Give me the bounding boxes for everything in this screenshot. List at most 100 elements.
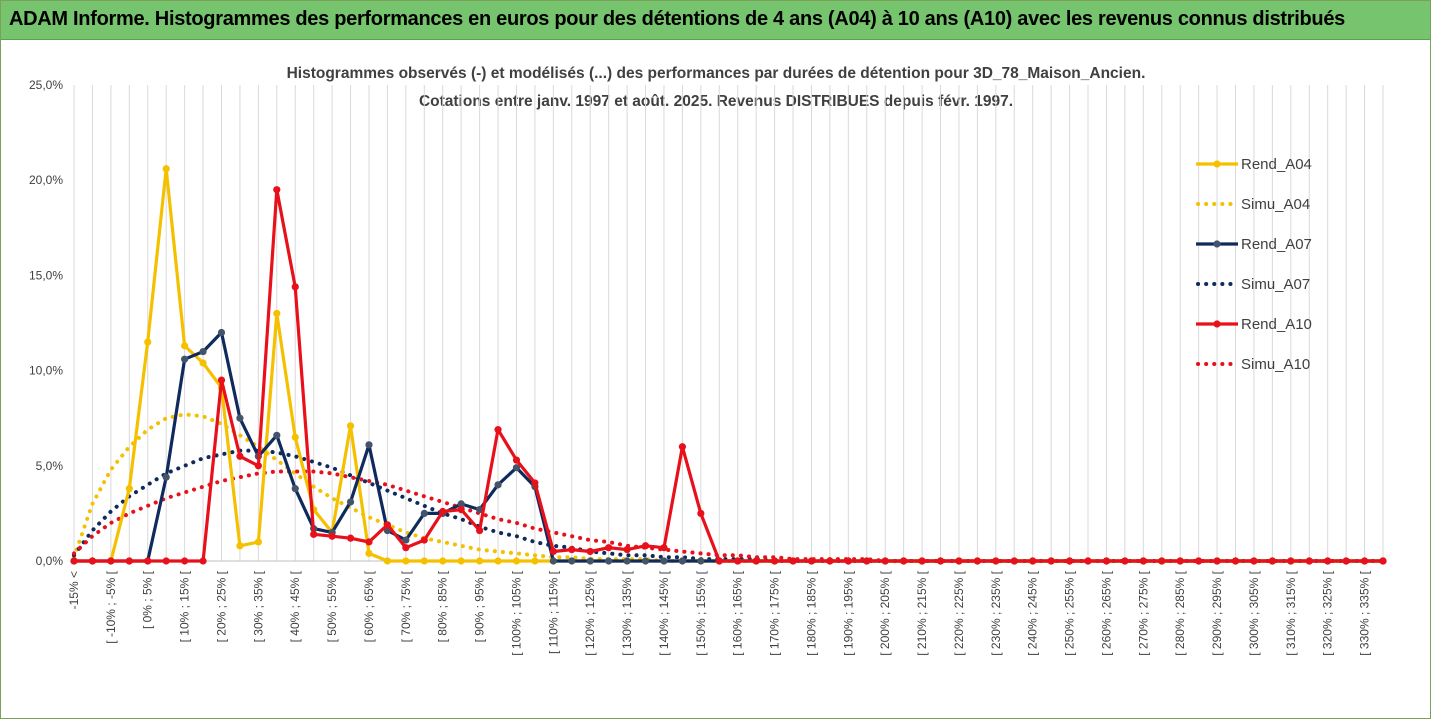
data-point: [365, 538, 373, 546]
data-point: [826, 557, 834, 565]
data-point: [678, 557, 687, 565]
data-point: [623, 545, 631, 554]
data-point: [512, 557, 521, 565]
data-point: [476, 526, 484, 535]
data-point: [1102, 557, 1111, 565]
data-point: [494, 481, 502, 489]
legend-label: Simu_A07: [1241, 276, 1310, 293]
data-point: [383, 557, 392, 565]
data-point: [641, 557, 650, 565]
data-point: [365, 549, 373, 557]
data-point: [1065, 557, 1074, 565]
data-point: [383, 521, 392, 529]
data-point: [310, 530, 318, 538]
x-tick-label: [ 50% ; 55% [: [325, 570, 339, 642]
data-point: [1158, 557, 1166, 565]
data-point: [144, 557, 152, 565]
data-point: [125, 485, 133, 493]
data-point: [512, 464, 521, 472]
series-line: [74, 330, 1383, 563]
legend-label: Rend_A04: [1241, 156, 1312, 173]
data-point: [1176, 557, 1184, 565]
data-point: [697, 557, 705, 565]
y-tick-label: 10,0%: [29, 364, 63, 378]
data-point: [1287, 557, 1295, 565]
legend-label: Simu_A10: [1241, 356, 1310, 373]
data-point: [1213, 557, 1221, 565]
data-point: [254, 462, 262, 470]
data-point: [605, 557, 613, 565]
x-tick-label: [ 260% ; 265% [: [1099, 570, 1113, 655]
x-tick-label: [ 180% ; 185% [: [804, 570, 818, 655]
x-tick-label: [ 320% ; 325% [: [1321, 570, 1335, 655]
data-point: [1324, 557, 1332, 565]
x-tick-label: [ 290% ; 295% [: [1210, 570, 1224, 655]
series-line: [74, 167, 1383, 563]
data-point: [992, 557, 1000, 565]
data-point: [125, 557, 133, 565]
data-point: [1084, 557, 1092, 565]
data-point: [365, 441, 373, 449]
x-tick-label: [ 270% ; 275% [: [1136, 570, 1150, 655]
data-point: [457, 557, 465, 565]
chart-title-line1: Histogrammes observés (-) et modélisés (…: [287, 65, 1146, 82]
y-tick-label: 15,0%: [29, 268, 63, 282]
x-tick-label: [ 140% ; 145% [: [657, 570, 671, 655]
x-tick-label: [ 40% ; 45% [: [288, 570, 302, 642]
data-point: [1342, 557, 1350, 565]
x-tick-label: [ 60% ; 65% [: [362, 570, 376, 642]
series-lines: [70, 165, 1387, 565]
data-point: [439, 557, 447, 565]
banner-title: ADAM Informe. Histogrammes des performan…: [9, 8, 1345, 30]
x-tick-label: [ 250% ; 255% [: [1063, 570, 1077, 655]
data-point: [291, 485, 299, 493]
x-tick-label: [ 120% ; 125% [: [583, 570, 597, 655]
x-tick-label: [ 110% ; 115% [: [546, 570, 560, 654]
data-point: [623, 557, 631, 565]
y-axis: 0,0% 5,0% 10,0% 15,0% 20,0% 25,0%: [29, 78, 63, 568]
x-tick-label: [ 80% ; 85% [: [436, 570, 450, 642]
data-point: [439, 507, 447, 516]
data-point: [107, 557, 115, 565]
data-point: [402, 557, 410, 565]
x-tick-label: [ 20% ; 25% [: [214, 570, 228, 642]
data-point: [236, 542, 244, 550]
x-tick-label: [ 70% ; 75% [: [399, 570, 413, 642]
data-point: [549, 547, 557, 556]
x-tick-label: [ 30% ; 35% [: [251, 570, 265, 642]
data-point: [199, 347, 207, 356]
data-point: [789, 557, 797, 565]
y-tick-label: 0,0%: [36, 554, 64, 568]
y-tick-label: 20,0%: [29, 173, 63, 187]
legend-label: Simu_A04: [1241, 196, 1310, 213]
x-tick-label: [ 100% ; 105% [: [509, 570, 523, 655]
data-point: [807, 557, 816, 565]
x-axis: -15% < [ -10% ; -5% [[ 0% ; 5% [[ 10% ; 1…: [67, 570, 1372, 655]
data-point: [494, 426, 502, 434]
x-tick-label: [ 10% ; 15% [: [178, 570, 192, 642]
x-tick-label: [ 150% ; 155% [: [694, 570, 708, 655]
legend: Rend_A04 Simu_A04 Rend_A07 Simu_A07 Rend_A10…: [1196, 156, 1312, 373]
data-point: [531, 557, 539, 565]
x-tick-label: [ 90% ; 95% [: [473, 570, 487, 642]
x-tick-label: [ 0% ; 5% [: [141, 570, 155, 629]
x-tick-label: [ 240% ; 245% [: [1026, 570, 1040, 655]
data-point: [752, 557, 760, 565]
data-point: [1250, 557, 1258, 565]
x-tick-label: [ 130% ; 135% [: [620, 570, 634, 655]
data-point: [512, 456, 521, 464]
data-point: [660, 557, 668, 565]
data-point: [973, 557, 981, 565]
data-point: [346, 498, 355, 506]
data-point: [770, 557, 779, 565]
data-point: [181, 557, 189, 565]
data-point: [900, 557, 908, 565]
data-point: [199, 359, 207, 367]
data-point: [457, 500, 465, 508]
legend-label: Rend_A10: [1241, 316, 1312, 333]
chart-title-line2: Cotations entre janv. 1997 et août. 2025…: [419, 93, 1013, 110]
data-point: [328, 532, 336, 540]
data-point: [346, 534, 355, 542]
data-point: [918, 557, 926, 565]
